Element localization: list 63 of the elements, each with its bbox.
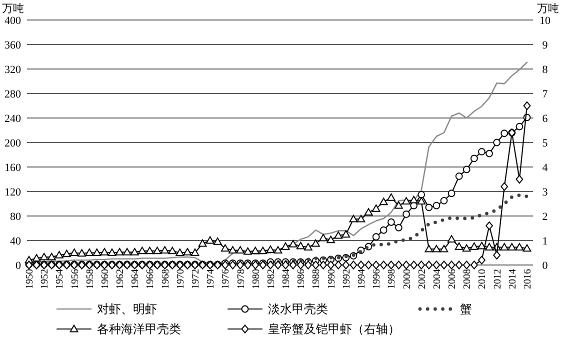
x-tick-label: 1988 bbox=[311, 269, 322, 289]
x-tick-label: 1962 bbox=[115, 269, 126, 289]
y-axis-title: 万吨 bbox=[2, 2, 24, 15]
y2-tick-label: 2 bbox=[542, 211, 548, 223]
y2-axis-title: 万吨 bbox=[537, 2, 559, 15]
y-tick-label: 200 bbox=[4, 138, 22, 150]
y2-tick-label: 3 bbox=[542, 186, 548, 198]
x-tick-label: 1992 bbox=[341, 269, 352, 289]
x-tick-label: 1954 bbox=[54, 269, 66, 289]
x-tick-label: 1982 bbox=[266, 269, 277, 289]
x-tick-label: 1960 bbox=[100, 269, 111, 289]
y-tick-label: 320 bbox=[4, 64, 22, 76]
x-tick-label: 2016 bbox=[522, 269, 534, 289]
y-tick-label: 400 bbox=[4, 15, 22, 27]
x-tick-label: 1966 bbox=[145, 269, 156, 289]
x-tick-label: 1986 bbox=[296, 269, 308, 289]
y-tick-label: 0 bbox=[16, 260, 22, 272]
x-tick-label: 2006 bbox=[447, 269, 458, 289]
x-tick-label: 1968 bbox=[160, 269, 172, 289]
x-tick-label: 1950 bbox=[24, 269, 36, 289]
x-tick-label: 1964 bbox=[130, 269, 142, 289]
y-tick-label: 40 bbox=[10, 236, 22, 248]
y-tick-label: 240 bbox=[4, 113, 22, 125]
y-tick-label: 160 bbox=[4, 162, 22, 174]
x-tick-label: 2004 bbox=[432, 269, 443, 289]
y2-tick-label: 6 bbox=[542, 113, 548, 125]
y2-tick-label: 4 bbox=[542, 162, 548, 174]
x-tick-label: 2002 bbox=[416, 269, 428, 289]
x-tick-label: 1958 bbox=[84, 269, 96, 289]
legend-label: 蟹 bbox=[460, 302, 472, 316]
x-tick-label: 2010 bbox=[477, 269, 488, 289]
y-tick-label: 280 bbox=[4, 88, 22, 100]
y2-tick-label: 1 bbox=[542, 236, 548, 248]
x-tick-label: 1996 bbox=[372, 269, 383, 289]
legend-label: 皇帝蟹及铠甲虾（右轴） bbox=[268, 322, 400, 336]
y2-tick-label: 10 bbox=[540, 15, 551, 27]
x-tick-label: 2014 bbox=[507, 269, 518, 289]
x-tick-label: 1972 bbox=[190, 269, 202, 289]
y-tick-label: 120 bbox=[4, 186, 22, 198]
x-tick-label: 1974 bbox=[206, 269, 217, 289]
x-tick-label: 1990 bbox=[326, 269, 338, 289]
y2-tick-label: 7 bbox=[542, 88, 548, 100]
x-tick-label: 1994 bbox=[356, 269, 368, 289]
y2-tick-label: 5 bbox=[542, 138, 548, 150]
x-tick-label: 1976 bbox=[220, 269, 232, 289]
x-tick-label: 1980 bbox=[250, 269, 262, 289]
x-tick-label: 1998 bbox=[386, 269, 398, 289]
x-tick-label: 1956 bbox=[70, 269, 81, 289]
x-tick-label: 2008 bbox=[462, 269, 474, 289]
x-tick-label: 1952 bbox=[40, 269, 51, 289]
y-tick-label: 80 bbox=[10, 211, 22, 223]
y2-tick-label: 0 bbox=[542, 260, 548, 272]
y-tick-label: 360 bbox=[4, 40, 22, 52]
x-tick-label: 2000 bbox=[402, 269, 413, 289]
y2-tick-label: 8 bbox=[542, 64, 548, 76]
x-tick-label: 1978 bbox=[236, 269, 247, 289]
x-tick-label: 1984 bbox=[281, 269, 292, 289]
legend-label: 淡水甲壳类 bbox=[268, 302, 328, 316]
x-tick-label: 2012 bbox=[492, 269, 504, 289]
x-tick-label: 1970 bbox=[175, 269, 186, 289]
legend-label: 对虾、明虾 bbox=[97, 302, 157, 316]
legend-label: 各种海洋甲壳类 bbox=[97, 322, 181, 336]
y2-tick-label: 9 bbox=[542, 40, 548, 52]
